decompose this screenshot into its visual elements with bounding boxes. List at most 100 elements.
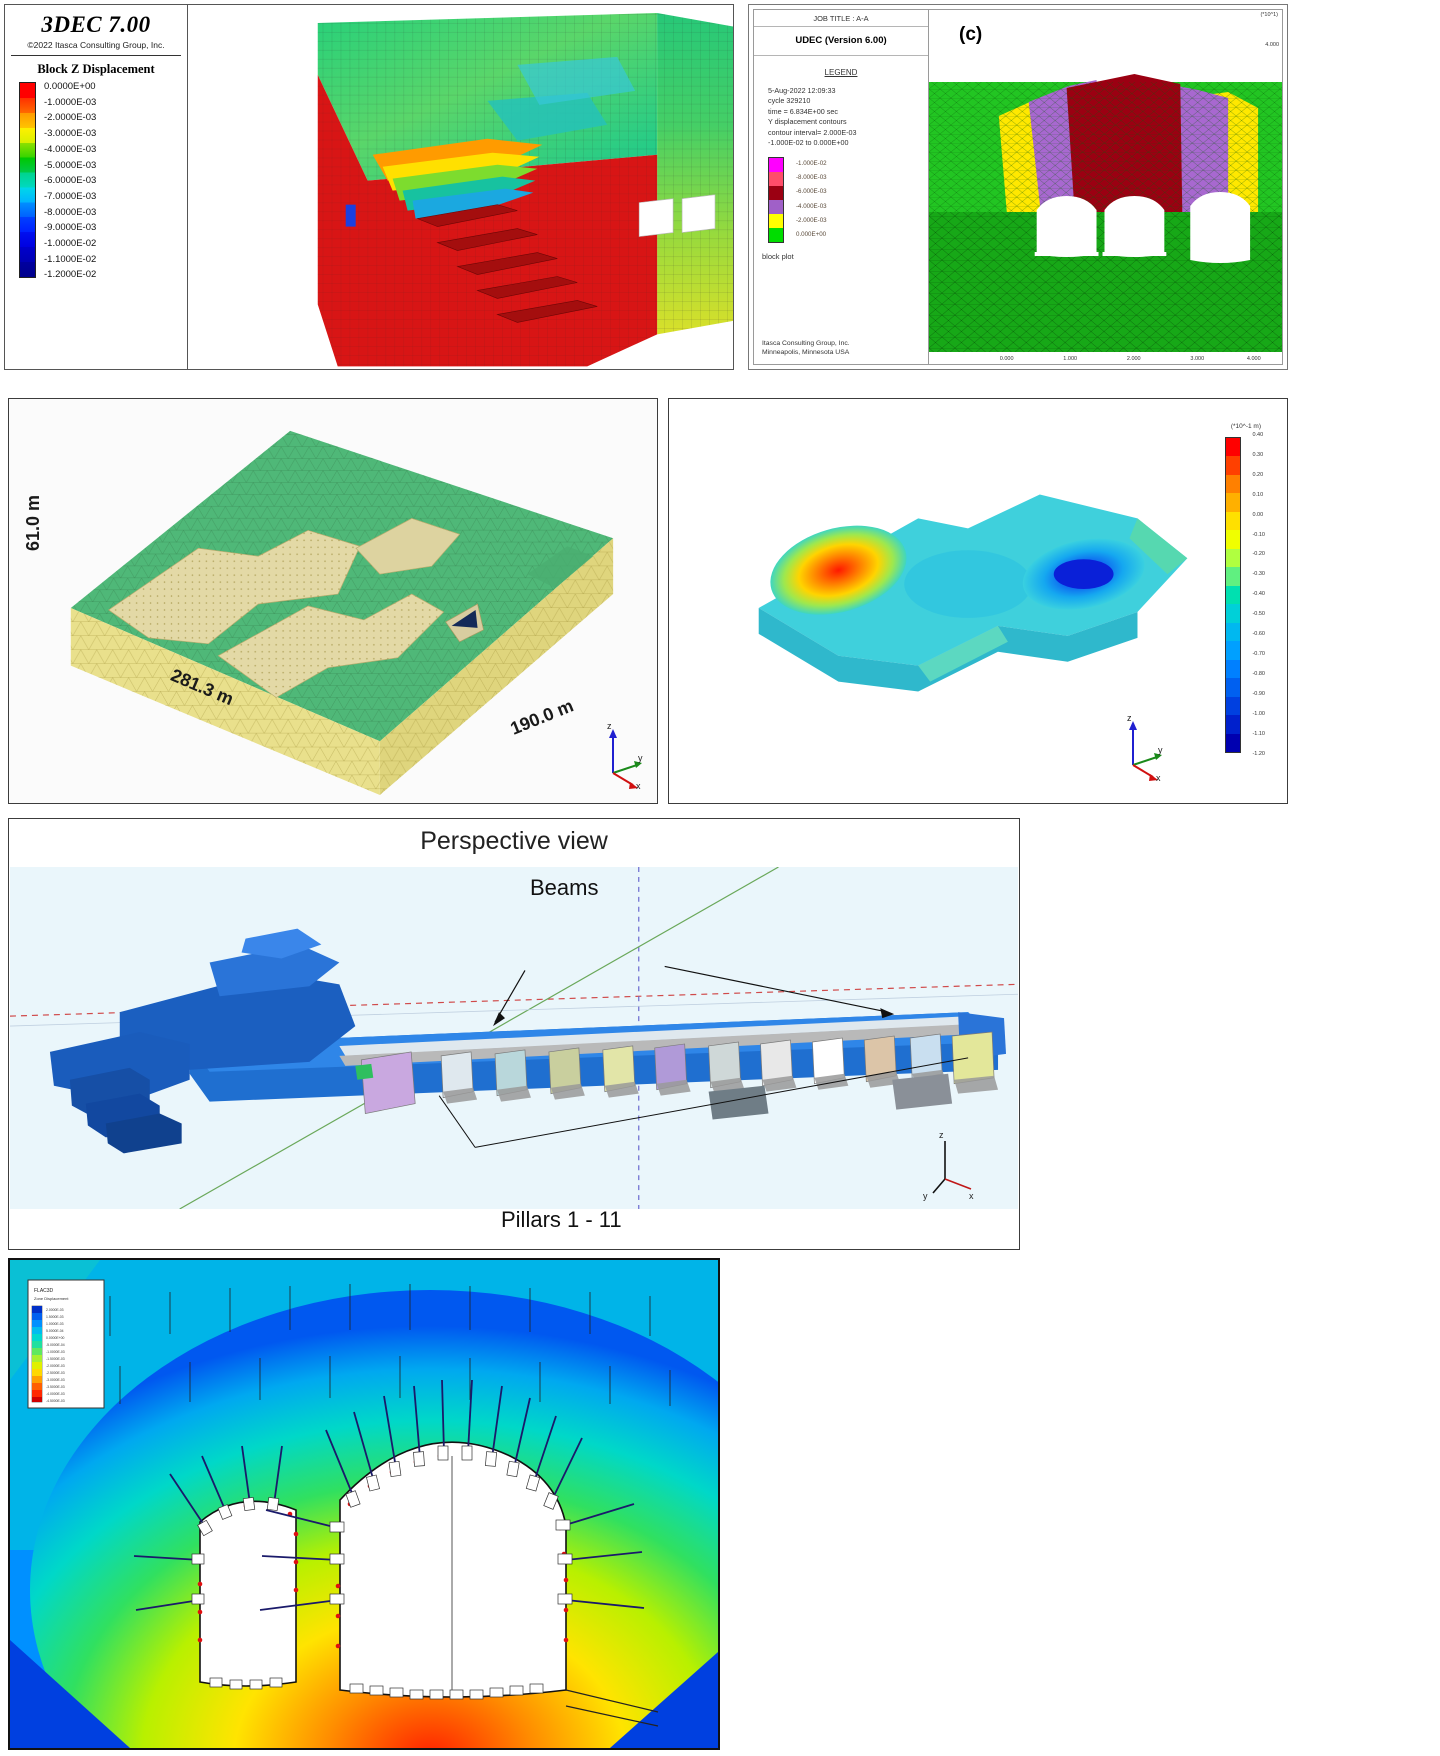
divider <box>11 55 181 56</box>
udec-legend-heading: LEGEND <box>824 68 858 77</box>
bolts-legend-value: -1.5000E-03 <box>46 1357 65 1361</box>
bolts-legend-value: 2.0000E-03 <box>46 1308 64 1312</box>
axis-triad-perspective: z y x <box>923 1130 974 1201</box>
udec-legend-line: contour interval= 2.000E-03 <box>768 127 857 137</box>
cb-swatch <box>1226 493 1240 512</box>
udec-x-tick: 4.000 <box>1246 356 1261 362</box>
legend-value: -1.0000E-02 <box>44 238 97 250</box>
udec-legend-line: time = 6.834E+00 sec <box>768 106 838 116</box>
udec-scale-value: 0.000E+00 <box>796 231 827 239</box>
cb-swatch <box>1226 622 1240 642</box>
legend-title: Block Z Displacement <box>37 62 155 76</box>
bolts-legend-value: 0.0000E+00 <box>46 1336 64 1340</box>
udec-footer: Itasca Consulting Group, Inc. Minneapoli… <box>762 339 850 358</box>
annotation-pillars: Pillars 1 - 11 <box>501 1207 622 1232</box>
bolts-legend-value: 1.5000E-03 <box>46 1315 64 1319</box>
axis-label-x: x <box>969 1191 974 1201</box>
panel-contour-displacement: (*10^-1 m) 0.40 0.30 0.20 0.10 0.00 -0.1… <box>668 398 1288 804</box>
legend-value: -8.0000E-03 <box>44 206 97 218</box>
legend-value: -6.0000E-03 <box>44 175 97 187</box>
annotation-beams: Beams <box>530 875 599 900</box>
cb-tick: 0.30 <box>1252 451 1264 458</box>
udec-x-tick: 0.000 <box>999 356 1014 362</box>
cb-swatch <box>1226 474 1240 494</box>
axis-label-x: x <box>1156 773 1161 783</box>
legend-value: -5.0000E-03 <box>44 159 97 171</box>
udec-scale-value: -6.000E-03 <box>796 188 827 196</box>
udec-swatch <box>769 171 783 186</box>
cb-swatch <box>1226 530 1240 549</box>
cb-swatch <box>1226 641 1240 660</box>
cb-swatch <box>1226 733 1240 752</box>
colorbar <box>19 82 36 278</box>
dimension-height: 61.0 m <box>23 494 43 551</box>
bolted-section-graphic: FLAC3D Zone Displacement 2.0000E-03 1.50… <box>10 1260 718 1748</box>
panel-udec-section: JOB TITLE : A-A UDEC (Version 6.00) LEGE… <box>748 4 1288 370</box>
panel-mesh-model: 61.0 m 281.3 m 190.0 m z y x <box>8 398 658 804</box>
cb-swatch <box>1226 678 1240 697</box>
bolts-legend-value: -4.5000E-03 <box>46 1399 65 1403</box>
cb-swatch <box>1226 659 1240 679</box>
contour-colorbar <box>1225 437 1241 753</box>
axis-label-y: y <box>1158 745 1163 755</box>
udec-legend-line: Y displacement contours <box>768 117 847 127</box>
udec-scale-value: -2.000E-03 <box>796 217 827 224</box>
cb-tick: -0.40 <box>1252 591 1265 598</box>
legend-value: -1.0000E-03 <box>44 96 97 108</box>
udec-legend-column: JOB TITLE : A-A UDEC (Version 6.00) LEGE… <box>754 10 929 364</box>
udec-colorbar <box>768 156 784 243</box>
udec-legend-line: 5-Aug-2022 12:09:33 <box>768 86 836 95</box>
perspective-graphic <box>10 867 1018 1209</box>
legend-value: -7.0000E-03 <box>44 190 97 202</box>
bolts-legend-value: -2.0000E-03 <box>46 1364 65 1368</box>
axis-label-z: z <box>607 721 612 731</box>
bolts-legend-value: -4.0000E-03 <box>46 1392 65 1396</box>
bolts-legend-value: 1.0000E-03 <box>46 1322 64 1326</box>
cb-swatch <box>1226 438 1240 457</box>
axis-label-y: y <box>923 1191 928 1201</box>
bolts-legend-sub: Zone Displacement <box>34 1296 69 1301</box>
cb-tick: -0.30 <box>1252 571 1265 578</box>
cb-swatch <box>1226 604 1240 623</box>
3dec-block-graphic <box>317 12 733 367</box>
cb-swatch <box>1226 696 1240 716</box>
udec-section-graphic <box>929 74 1282 352</box>
legend-value: -4.0000E-03 <box>44 143 97 155</box>
legend-value: -2.0000E-03 <box>44 112 97 124</box>
cb-swatch <box>1226 715 1240 734</box>
contour-scale-labels: 0.40 0.30 0.20 0.10 0.00 -0.10 -0.20 -0.… <box>1252 432 1265 757</box>
udec-swatch <box>769 227 783 242</box>
cb-tick: -1.00 <box>1252 710 1265 717</box>
bolts-legend-title: FLAC3D <box>34 1288 54 1294</box>
udec-x-tick: 3.000 <box>1190 356 1205 362</box>
panel-3dec-model-view <box>188 4 734 370</box>
panel-bolted-section: FLAC3D Zone Displacement 2.0000E-03 1.50… <box>8 1258 720 1750</box>
udec-x-tick: 2.000 <box>1126 356 1141 362</box>
axis-label-z: z <box>939 1130 944 1140</box>
panel-3dec-legend: 3DEC 7.00 ©2022 Itasca Consulting Group,… <box>4 4 188 370</box>
cb-swatch <box>1226 585 1240 605</box>
udec-legend-lines: 5-Aug-2022 12:09:33 cycle 329210 time = … <box>768 86 928 149</box>
cb-tick: 0.00 <box>1252 511 1264 518</box>
panel-perspective-view: Perspective view <box>8 818 1020 1250</box>
software-title: 3DEC 7.00 <box>41 12 151 37</box>
mesh-model-graphic <box>70 430 614 796</box>
cb-tick: -0.70 <box>1252 650 1265 657</box>
axis-label-x: x <box>636 781 641 791</box>
legend-value: -1.1000E-02 <box>44 253 97 265</box>
cb-swatch <box>1226 456 1240 475</box>
udec-job-title: JOB TITLE : A-A <box>754 10 928 27</box>
panel-tag-c: (c) <box>959 24 983 45</box>
bolts-legend-value: 5.0000E-04 <box>46 1329 64 1333</box>
cb-tick: -1.10 <box>1252 730 1265 737</box>
bolts-legend-value: -2.5000E-03 <box>46 1371 65 1375</box>
udec-footer-line: Minneapolis, Minnesota USA <box>762 349 850 357</box>
cb-tick: 0.20 <box>1252 471 1264 478</box>
cb-tick: 0.40 <box>1252 432 1264 438</box>
legend-value: -1.2000E-02 <box>44 269 97 281</box>
legend-value-list: 0.0000E+00 -1.0000E-03 -2.0000E-03 -3.00… <box>44 82 96 280</box>
perspective-stage: Beams <box>10 867 1018 1209</box>
cb-tick: -1.20 <box>1252 750 1265 757</box>
cb-tick: -0.60 <box>1252 631 1265 638</box>
